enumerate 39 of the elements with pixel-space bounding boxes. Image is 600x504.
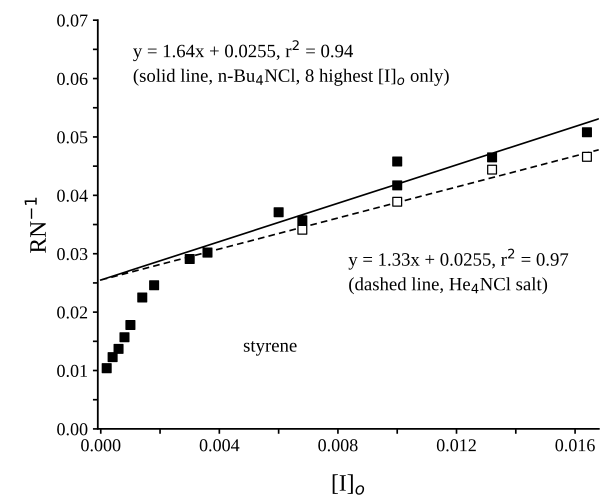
y-tick-label: 0.07 bbox=[57, 14, 88, 27]
y-tick-label: 0.06 bbox=[57, 72, 88, 86]
point bbox=[137, 292, 148, 303]
point bbox=[487, 152, 498, 162]
point bbox=[149, 280, 160, 290]
point bbox=[392, 196, 402, 207]
point bbox=[392, 180, 402, 190]
point bbox=[392, 156, 402, 166]
point bbox=[297, 224, 308, 235]
point bbox=[582, 127, 592, 138]
point bbox=[125, 320, 136, 330]
point bbox=[202, 248, 213, 258]
point bbox=[108, 352, 118, 362]
point bbox=[184, 254, 195, 264]
x-tick-label: 0.008 bbox=[318, 439, 358, 452]
annotation: y = 1.33x + 0.0255, r$^{2}$ = 0.97 bbox=[348, 248, 568, 270]
y-axis-title: RN$^{−1}$ bbox=[24, 198, 46, 253]
x-tick-label: 0.016 bbox=[555, 439, 595, 452]
y-tick-label: 0.02 bbox=[57, 306, 88, 319]
y-tick-label: 0.03 bbox=[57, 248, 88, 260]
x-axis-title: [I]$_{o}$ bbox=[332, 474, 364, 495]
annotation: styrene bbox=[244, 341, 297, 356]
point bbox=[114, 344, 124, 354]
point bbox=[274, 207, 284, 218]
point bbox=[487, 164, 498, 175]
x-tick-label: 0.004 bbox=[200, 439, 240, 452]
x-tick-label: 0.012 bbox=[436, 439, 476, 452]
y-tick-label: 0.00 bbox=[57, 423, 88, 436]
point bbox=[297, 215, 308, 226]
y-tick-label: 0.01 bbox=[57, 364, 87, 378]
point bbox=[102, 363, 112, 374]
annotation: (solid line, n-Bu$_{4}$NCl, 8 highest [I]$_{o}$ only) bbox=[134, 68, 449, 86]
annotation: y = 1.64x + 0.0255, r$^{2}$ = 0.94 bbox=[133, 40, 354, 62]
y-tick-label: 0.04 bbox=[57, 190, 88, 202]
point bbox=[119, 332, 130, 342]
x-tick-label: 0.000 bbox=[81, 439, 120, 452]
point bbox=[582, 152, 592, 162]
annotation: (dashed line, He$_{4}$NCl salt) bbox=[349, 277, 548, 294]
y-tick-label: 0.05 bbox=[57, 131, 88, 144]
